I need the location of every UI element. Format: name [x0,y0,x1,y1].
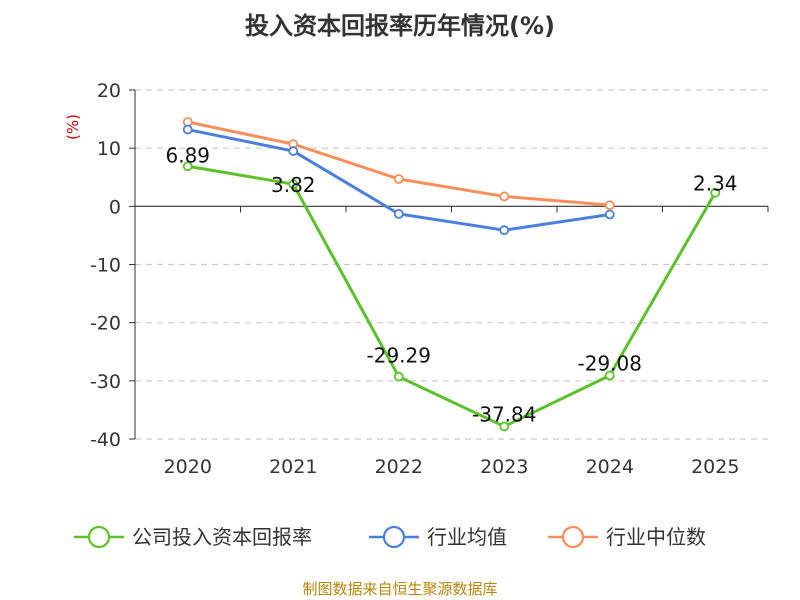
legend-marker-2 [561,525,585,549]
x-tick-label: 2024 [586,456,634,478]
series-point-1 [499,225,510,236]
series-point-0 [182,161,193,172]
data-labels: 6.89 3.82 -29.29 -37.84 -29.08 2.34 [165,143,737,426]
legend-marker-1 [382,525,406,549]
y-tick-label: -10 [90,255,121,277]
y-axis-unit-label: (%) [64,114,82,140]
legend-label-0: 公司投入资本回报率 [132,525,312,549]
source-note: 制图数据来自恒生聚源数据库 [302,580,498,598]
series-point-1 [393,208,404,219]
series-point-1 [182,124,193,135]
series-point-2 [604,200,615,211]
y-tick-label: -20 [90,313,121,335]
legend: 公司投入资本回报率 行业均值 行业中位数 [74,525,706,549]
axes: 20 10 0 -10 -20 -30 -40 2020 2021 2022 2023 2024 202… [64,80,769,478]
data-label: 3.82 [271,173,316,197]
series-point-1 [288,146,299,156]
series-point-2 [499,191,510,202]
data-label: 6.89 [165,143,210,167]
y-tick-label: 20 [97,80,121,102]
data-label: -29.29 [367,344,431,368]
series-point-0 [288,179,299,190]
data-label: -37.84 [472,402,536,426]
x-tick-label: 2022 [375,456,423,478]
series-line-2 [187,120,610,207]
legend-marker-0 [87,525,111,549]
series-line-0 [187,164,717,428]
legend-label-2: 行业中位数 [606,525,706,549]
series-point-1 [604,209,615,220]
data-label: -29.08 [578,351,642,375]
series-point-0 [499,421,510,432]
y-tick-label: -30 [90,371,121,393]
legend-label-1: 行业均值 [427,525,507,549]
x-tick-label: 2021 [269,456,317,478]
x-tick-label: 2025 [691,456,739,478]
y-tick-label: 0 [109,196,121,218]
series-lines [182,117,721,432]
y-tick-label: -40 [90,429,121,451]
data-label: 2.34 [693,172,738,196]
series-point-0 [393,371,404,382]
chart-title: 投入资本回报率历年情况(%) [245,12,555,40]
x-tick-label: 2020 [164,456,212,478]
y-tick-label: 10 [97,138,121,160]
series-point-2 [393,174,404,184]
series-point-0 [710,187,721,198]
series-point-0 [604,370,615,381]
x-tick-label: 2023 [480,456,528,478]
